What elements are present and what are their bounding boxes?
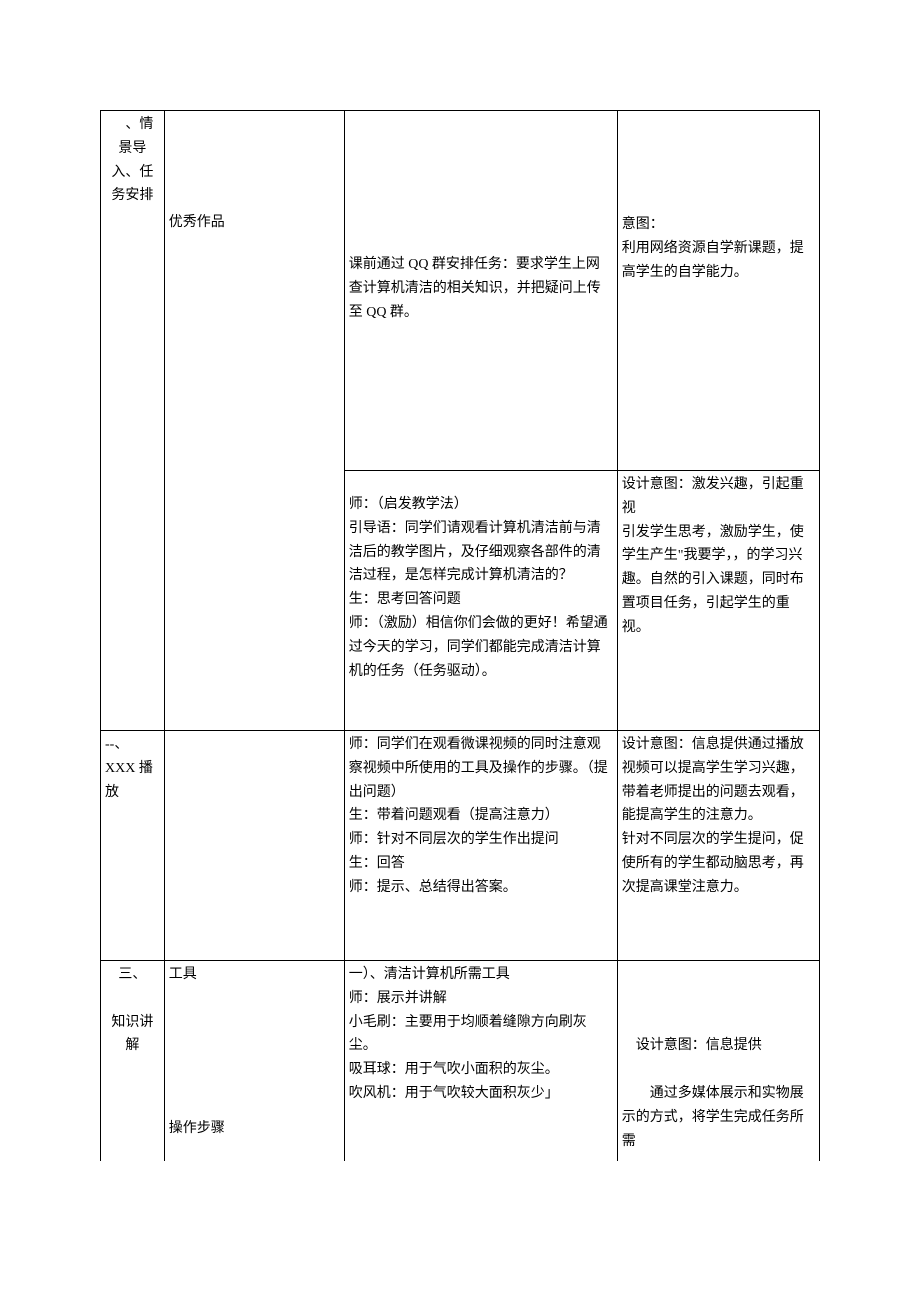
intent-cell: 设计意图：信息提供通过播放视频可以提高学生学习兴趣，带着老师提出的问题去观看，能… [617, 731, 819, 961]
intent-text: 设计意图：信息提供 通过多媒体展示和实物展示的方式，将学生完成任务所需 [622, 1038, 804, 1148]
content-label-bottom: 操作步骤 [169, 1121, 225, 1136]
table-row: 三、 知识讲解 工具 操作步骤 一）、清洁计算机所需工具 师：展示并讲解 小毛刷… [101, 961, 820, 1161]
phase-cell: --、 XXX 播放 [101, 731, 165, 961]
activity-cell: 师：（启发教学法） 引导语：同学们请观看计算机清洁前与清洁后的教学图片，及仔细观… [344, 471, 617, 731]
content-cell [164, 731, 344, 961]
intent-cell: 意图： 利用网络资源自学新课题，提高学生的自学能力。 [617, 111, 819, 471]
intent-cell: 设计意图：激发兴趣，引起重视 引发学生思考，激励学生，使学生产生"我要学，，的学… [617, 471, 819, 731]
activity-cell: 课前通过 QQ 群安排任务：要求学生上网查计算机清洁的相关知识，并把疑问上传至 … [344, 111, 617, 471]
phase-cell: 、情景导入、任务安排 [101, 111, 165, 731]
intent-text: 意图： 利用网络资源自学新课题，提高学生的自学能力。 [622, 217, 804, 280]
activity-text: 师：同学们在观看微课视频的同时注意观察视频中所使用的工具及操作的步骤。（提出问题… [349, 737, 608, 895]
document-page: 、情景导入、任务安排 优秀作品 课前通过 QQ 群安排任务：要求学生上网查计算机… [0, 0, 920, 1221]
activity-text: 师：（启发教学法） 引导语：同学们请观看计算机清洁前与清洁后的教学图片，及仔细观… [349, 497, 608, 679]
lesson-plan-table: 、情景导入、任务安排 优秀作品 课前通过 QQ 群安排任务：要求学生上网查计算机… [100, 110, 820, 1161]
phase-cell: 三、 知识讲解 [101, 961, 165, 1161]
content-label: 优秀作品 [169, 215, 225, 230]
content-cell: 优秀作品 [164, 111, 344, 731]
phase-label: 三、 知识讲解 [111, 967, 153, 1053]
phase-label: --、 XXX 播放 [105, 737, 153, 800]
activity-text: 一）、清洁计算机所需工具 师：展示并讲解 小毛刷：主要用于均顺着缝隙方向刷灰尘。… [349, 967, 587, 1101]
table-row: 、情景导入、任务安排 优秀作品 课前通过 QQ 群安排任务：要求学生上网查计算机… [101, 111, 820, 471]
content-label-top: 工具 [169, 967, 197, 982]
intent-cell: 设计意图：信息提供 通过多媒体展示和实物展示的方式，将学生完成任务所需 [617, 961, 819, 1161]
activity-cell: 一）、清洁计算机所需工具 师：展示并讲解 小毛刷：主要用于均顺着缝隙方向刷灰尘。… [344, 961, 617, 1161]
content-cell: 工具 操作步骤 [164, 961, 344, 1161]
activity-cell: 师：同学们在观看微课视频的同时注意观察视频中所使用的工具及操作的步骤。（提出问题… [344, 731, 617, 961]
intent-text: 设计意图：信息提供通过播放视频可以提高学生学习兴趣，带着老师提出的问题去观看，能… [622, 737, 804, 895]
activity-text: 课前通过 QQ 群安排任务：要求学生上网查计算机清洁的相关知识，并把疑问上传至 … [349, 257, 601, 320]
table-row: --、 XXX 播放 师：同学们在观看微课视频的同时注意观察视频中所使用的工具及… [101, 731, 820, 961]
phase-label: 、情景导入、任务安排 [111, 117, 153, 203]
intent-text: 设计意图：激发兴趣，引起重视 引发学生思考，激励学生，使学生产生"我要学，，的学… [622, 477, 804, 635]
